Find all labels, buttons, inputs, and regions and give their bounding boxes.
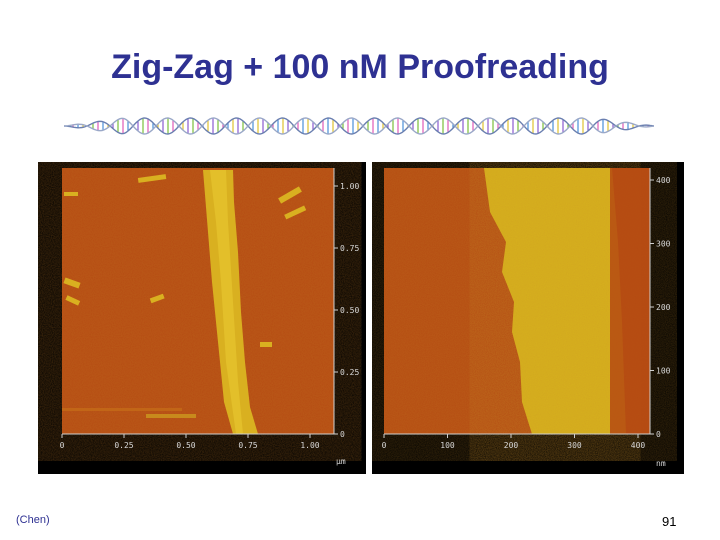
right-y-tick-label: 300: [656, 240, 671, 249]
left-y-tick-label: 0: [340, 430, 345, 439]
dna-helix-icon: [64, 117, 654, 135]
left-y-tick-label: 0.50: [340, 306, 359, 315]
right-y-tick-label: 0: [656, 430, 661, 439]
right-x-tick-label: 400: [631, 441, 646, 450]
left-y-tick-label: 0.75: [340, 244, 359, 253]
image-credit: (Chen): [16, 514, 50, 526]
right-x-tick-label: 100: [440, 441, 455, 450]
left-y-tick-label: 1.00: [340, 182, 359, 191]
right-unit-label: nm: [656, 459, 666, 468]
left-x-tick-label: 1.00: [300, 441, 319, 450]
left-x-tick-label: 0.25: [114, 441, 133, 450]
right-x-tick-label: 300: [567, 441, 582, 450]
right-x-tick-label: 0: [382, 441, 387, 450]
left-x-tick-label: 0: [60, 441, 65, 450]
afm-image-right: 0 100 200 300 400 400 300 200 100 0 nm: [372, 162, 684, 474]
right-x-tick-label: 200: [504, 441, 519, 450]
afm-image-left: 0 0.25 0.50 0.75 1.00 1.00 0.75 0.50 0.25 0 µm: [38, 162, 366, 474]
left-x-tick-label: 0.50: [176, 441, 195, 450]
right-y-tick-label: 200: [656, 303, 671, 312]
slide-title: Zig-Zag + 100 nM Proofreading: [111, 48, 609, 86]
right-y-tick-label: 100: [656, 367, 671, 376]
left-x-tick-label: 0.75: [238, 441, 257, 450]
left-unit-label: µm: [336, 457, 346, 466]
left-y-tick-label: 0.25: [340, 368, 359, 377]
page-number: 91: [662, 514, 677, 529]
right-y-tick-label: 400: [656, 176, 671, 185]
